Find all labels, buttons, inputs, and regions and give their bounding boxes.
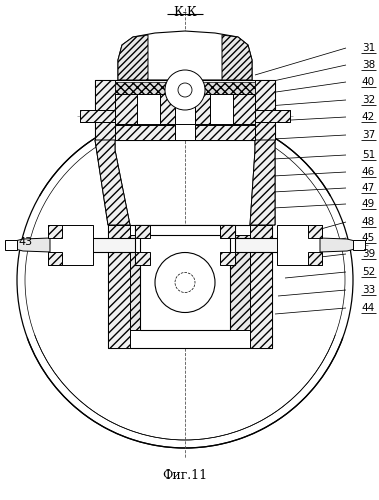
Polygon shape (250, 140, 275, 225)
Bar (50, 238, 320, 252)
Bar (108, 225, 272, 348)
Polygon shape (250, 140, 275, 225)
Text: 33: 33 (362, 285, 375, 295)
Polygon shape (230, 235, 250, 330)
Bar (135, 225, 235, 265)
Text: 47: 47 (362, 183, 375, 193)
Text: 32: 32 (362, 95, 375, 105)
Polygon shape (195, 94, 210, 140)
Polygon shape (220, 252, 235, 265)
Bar (5, 240, 17, 250)
Polygon shape (233, 94, 255, 124)
Bar (160, 94, 210, 140)
Circle shape (178, 83, 192, 97)
Circle shape (175, 272, 195, 292)
Polygon shape (108, 225, 130, 348)
Bar (80, 110, 115, 122)
Bar (115, 82, 255, 94)
Polygon shape (222, 35, 252, 80)
Polygon shape (160, 94, 175, 140)
Text: 39: 39 (362, 249, 375, 259)
Text: 46: 46 (362, 167, 375, 177)
Text: К-К: К-К (173, 6, 197, 19)
Polygon shape (95, 80, 115, 140)
Polygon shape (250, 225, 272, 348)
Polygon shape (195, 125, 255, 140)
Polygon shape (115, 105, 133, 140)
Polygon shape (118, 31, 252, 80)
Polygon shape (320, 238, 355, 252)
Polygon shape (135, 252, 150, 265)
Circle shape (17, 112, 353, 448)
Polygon shape (15, 238, 50, 252)
Text: 48: 48 (362, 217, 375, 227)
Polygon shape (308, 225, 322, 238)
Polygon shape (195, 94, 210, 124)
Text: 49: 49 (362, 199, 375, 209)
Polygon shape (255, 80, 275, 140)
Polygon shape (255, 110, 290, 122)
Circle shape (155, 252, 215, 312)
Text: 44: 44 (362, 303, 375, 313)
Text: 38: 38 (362, 60, 375, 70)
Text: 40: 40 (362, 77, 375, 87)
Polygon shape (135, 225, 150, 238)
Text: 37: 37 (362, 130, 375, 140)
Circle shape (25, 120, 345, 440)
Polygon shape (115, 125, 175, 140)
Text: Фиг.11: Фиг.11 (163, 469, 208, 482)
Text: 52: 52 (362, 267, 375, 277)
Bar (95, 80, 275, 140)
Text: 51: 51 (362, 150, 375, 160)
Polygon shape (237, 105, 255, 140)
Text: 42: 42 (362, 112, 375, 122)
Polygon shape (48, 252, 62, 265)
Polygon shape (95, 140, 130, 225)
Bar (353, 240, 365, 250)
Circle shape (165, 70, 205, 110)
Polygon shape (48, 225, 62, 238)
Polygon shape (95, 140, 130, 225)
Text: 45: 45 (362, 233, 375, 243)
Polygon shape (115, 94, 137, 124)
Text: 43: 43 (18, 237, 32, 247)
Bar (140, 235, 230, 330)
Bar (115, 94, 255, 124)
Bar (48, 225, 93, 265)
Bar (255, 110, 290, 122)
Polygon shape (130, 235, 140, 330)
Polygon shape (118, 35, 148, 80)
Bar (277, 225, 322, 265)
Polygon shape (160, 94, 175, 124)
Polygon shape (220, 225, 235, 238)
Polygon shape (308, 252, 322, 265)
Polygon shape (80, 110, 115, 122)
Text: 31: 31 (362, 43, 375, 53)
